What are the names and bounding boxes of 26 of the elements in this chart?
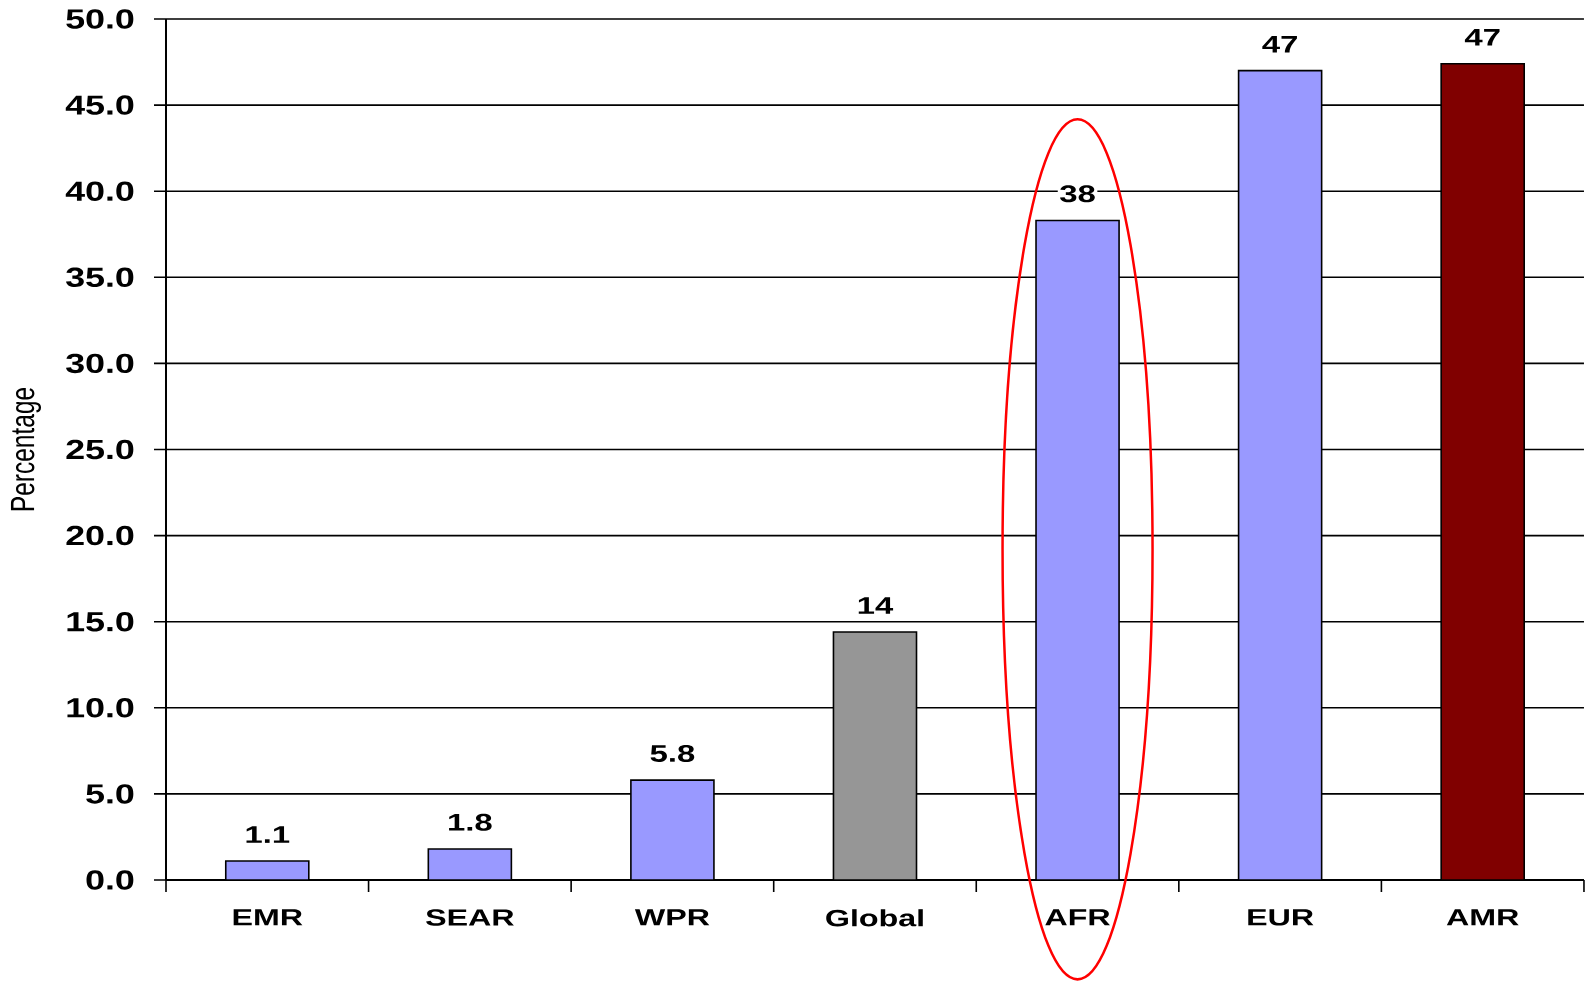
y-tick-label: 50.0	[66, 9, 134, 29]
x-tick-label: AFR	[1045, 909, 1110, 926]
x-tick-label: EUR	[1248, 909, 1314, 926]
data-label: 1.1	[246, 826, 290, 843]
y-axis-title: Percentage	[10, 387, 42, 511]
data-label: 47	[1262, 35, 1297, 53]
data-label: 5.8	[650, 744, 695, 762]
y-tick-label: 20.0	[66, 525, 134, 546]
x-tick-label: SEAR	[426, 909, 514, 926]
y-tick-label: 0.0	[86, 870, 134, 890]
x-tick-label: AMR	[1446, 909, 1519, 926]
data-label: 38	[1060, 185, 1095, 203]
y-tick-label: 45.0	[65, 95, 134, 115]
x-tick-label: EMR	[233, 909, 303, 926]
x-tick-label: Global	[826, 909, 923, 927]
y-tick-label: 10.0	[67, 698, 134, 718]
data-label: 1.8	[449, 813, 492, 831]
y-tick-label: 25.0	[66, 439, 134, 460]
data-label: 47	[1464, 29, 1500, 46]
y-tick-label: 40.0	[65, 181, 134, 201]
y-tick-label: 35.0	[66, 267, 134, 288]
y-tick-label: 15.0	[67, 611, 134, 632]
y-tick-label: 5.0	[86, 784, 134, 804]
x-tick-label: WPR	[634, 909, 710, 926]
data-label: 14	[858, 597, 894, 614]
y-tick-label: 30.0	[66, 353, 134, 374]
